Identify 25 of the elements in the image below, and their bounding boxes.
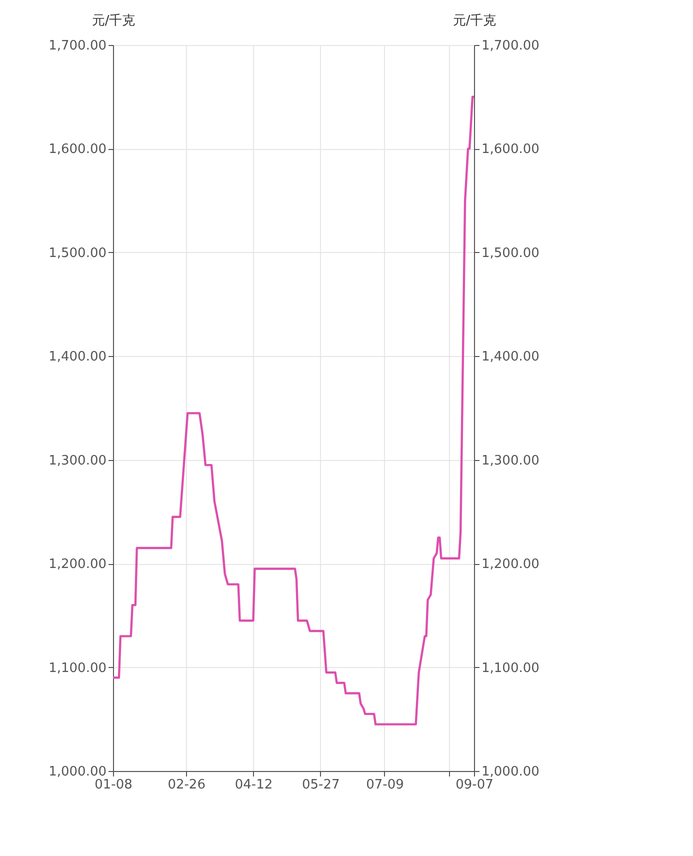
y2-tick-label: 1,400.00	[482, 350, 540, 365]
line-series	[112, 96, 476, 726]
y2-tick-label: 1,700.00	[482, 38, 540, 54]
y-tick-label: 1,300.00	[48, 453, 106, 468]
x-tick-label: 04-12	[234, 778, 273, 792]
y2-axis-title: 元/千克	[452, 14, 496, 28]
y-tick-label: 1,500.00	[48, 246, 106, 261]
y2-tick-label: 1,600.00	[482, 142, 540, 158]
y2-tick-label: 1,200.00	[482, 557, 540, 572]
x-tick-label: 07-09	[366, 778, 404, 792]
y-axis-title: 元/千克	[92, 14, 136, 28]
y-tick-label: 1,200.00	[48, 557, 106, 572]
y2-tick-label: 1,300.00	[482, 453, 540, 468]
y2-tick-label: 1,000.00	[482, 764, 540, 780]
y2-tick-label: 1,100.00	[482, 660, 540, 676]
x-tick-label: 09-07	[456, 778, 494, 792]
y2-tick-label: 1,500.00	[482, 246, 540, 261]
y-tick-label: 1,700.00	[48, 38, 106, 54]
y-tick-label: 1,100.00	[48, 660, 106, 676]
y-tick-label: 1,600.00	[48, 142, 106, 158]
x-tick-label: 05-27	[302, 778, 340, 792]
y-tick-label: 1,400.00	[48, 350, 106, 365]
x-tick-label: 01-08	[94, 778, 132, 792]
y-tick-label: 1,000.00	[48, 764, 106, 780]
x-tick-label: 02-26	[168, 778, 206, 792]
